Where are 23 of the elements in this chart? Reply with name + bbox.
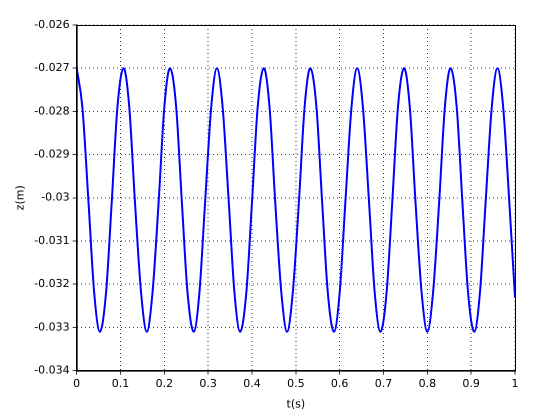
x-tick-label: 0.8 xyxy=(418,377,436,390)
y-tick-label: -0.028 xyxy=(34,104,70,118)
y-tick-label: -0.032 xyxy=(34,277,70,290)
y-tick-label: -0.033 xyxy=(34,320,70,334)
x-tick-label: 0.4 xyxy=(243,377,261,390)
x-axis-title: t(s) xyxy=(286,397,306,410)
y-tick-label: -0.027 xyxy=(34,61,70,74)
x-tick-label: 0.9 xyxy=(462,377,480,390)
x-tick-label: 0.3 xyxy=(199,377,217,390)
y-tick-label: -0.031 xyxy=(34,234,70,247)
x-tick-label: 0 xyxy=(73,377,80,390)
x-tick-label: 0.5 xyxy=(287,377,305,390)
y-tick-label: -0.026 xyxy=(34,18,70,31)
y-axis-title: z(m) xyxy=(13,185,26,210)
y-tick-label: -0.029 xyxy=(34,147,70,160)
x-tick-label: 0.2 xyxy=(156,377,174,390)
x-tick-label: 0.1 xyxy=(112,377,130,390)
y-tick-label: -0.034 xyxy=(34,363,70,376)
y-tick-label: -0.03 xyxy=(41,190,70,204)
x-tick-label: 0.6 xyxy=(330,377,348,390)
x-tick-label: 1 xyxy=(512,377,518,390)
x-tick-label: 0.7 xyxy=(374,377,392,390)
line-series xyxy=(76,67,515,333)
